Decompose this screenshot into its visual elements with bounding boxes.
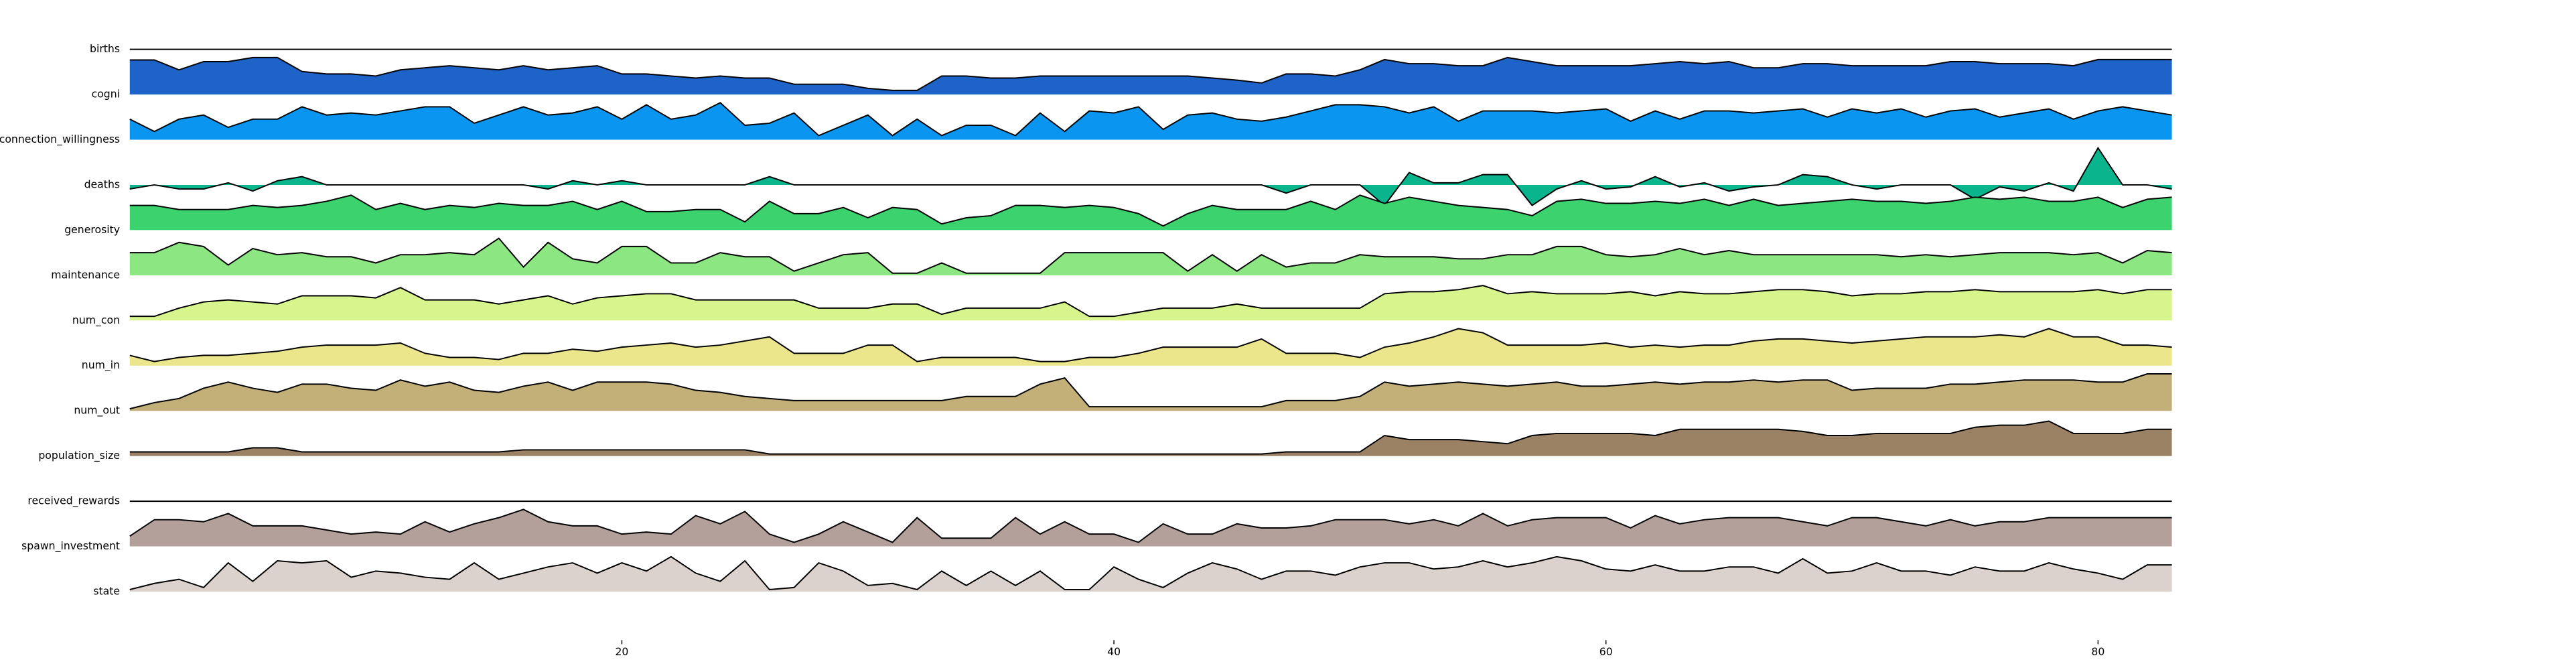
ridge-line — [129, 146, 2172, 207]
ridge-area — [129, 374, 2172, 411]
row-label: maintenance — [51, 268, 120, 281]
ridge-line — [129, 373, 2172, 410]
ridge-line — [129, 237, 2172, 274]
row-label: state — [93, 585, 120, 598]
ridge-line — [129, 285, 2172, 318]
x-tick-label: 60 — [1599, 645, 1613, 658]
ridge-area — [129, 103, 2172, 140]
ridge-area — [129, 509, 2172, 547]
row-label: num_con — [72, 314, 120, 327]
x-tick-label: 80 — [2091, 645, 2104, 658]
row-label: deaths — [84, 178, 121, 190]
x-tick-label: 20 — [615, 645, 628, 658]
ridge-area — [129, 328, 2172, 366]
row-label: cogni — [92, 88, 120, 100]
ridge-area — [129, 147, 2172, 206]
row-label: population_size — [38, 449, 120, 462]
ridge-line — [129, 555, 2172, 591]
row-label: num_in — [82, 358, 120, 372]
row-label: connection_willingness — [0, 133, 120, 146]
row-label: num_out — [74, 404, 120, 417]
row-label: received_rewards — [27, 494, 120, 508]
ridge-line — [129, 194, 2172, 227]
row-label: births — [90, 42, 120, 55]
row-label: spawn_investment — [21, 539, 120, 553]
ridge-area — [129, 238, 2172, 275]
x-tick-label: 40 — [1107, 645, 1121, 658]
ridge-line — [129, 328, 2172, 362]
ridge-area — [129, 285, 2172, 321]
ridge-line — [129, 56, 2172, 91]
ridge-line — [129, 420, 2172, 455]
ridge-line — [129, 509, 2172, 543]
ridge-area — [129, 195, 2172, 230]
ridge-area — [129, 421, 2172, 456]
ridge-line — [129, 102, 2172, 137]
row-label: generosity — [64, 223, 120, 236]
ridge-area — [129, 556, 2172, 592]
